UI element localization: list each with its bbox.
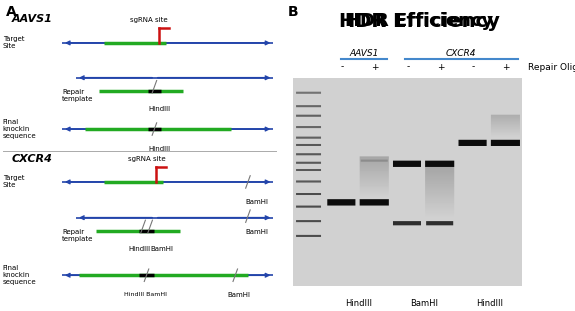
Text: BamHI: BamHI <box>246 229 269 234</box>
Text: HindIII BamHI: HindIII BamHI <box>124 292 167 297</box>
Text: Repair Oligo: Repair Oligo <box>528 63 575 72</box>
Text: BamHI: BamHI <box>151 246 174 252</box>
Text: Target
Site: Target Site <box>3 175 24 188</box>
Text: HindIII: HindIII <box>148 106 170 112</box>
Text: 10.2%: 10.2% <box>504 114 513 140</box>
Text: Target
Site: Target Site <box>3 36 24 49</box>
Text: -: - <box>341 63 344 72</box>
Text: sgRNA site: sgRNA site <box>128 156 166 162</box>
Text: HindIII: HindIII <box>128 246 150 252</box>
Text: A: A <box>6 5 16 19</box>
Text: +: + <box>502 63 509 72</box>
Text: CXCR4: CXCR4 <box>12 154 52 164</box>
Text: 2.4%: 2.4% <box>374 136 382 157</box>
Text: -: - <box>406 63 409 72</box>
Text: sgRNA site: sgRNA site <box>129 17 167 23</box>
Text: AAVS1: AAVS1 <box>12 14 52 24</box>
Text: AAVS1: AAVS1 <box>349 49 379 58</box>
Text: HindIII: HindIII <box>476 299 503 308</box>
Text: B: B <box>288 5 298 19</box>
Text: 5.3%: 5.3% <box>439 140 448 161</box>
Text: Final
knockin
sequence: Final knockin sequence <box>3 119 36 139</box>
Text: -: - <box>472 63 475 72</box>
Text: BamHI: BamHI <box>410 299 438 308</box>
Text: CXCR4: CXCR4 <box>446 49 477 58</box>
Text: HindIII: HindIII <box>346 299 373 308</box>
Text: +: + <box>371 63 379 72</box>
Text: BamHI: BamHI <box>246 199 269 205</box>
Text: Repair
template: Repair template <box>62 229 93 242</box>
Text: HindIII: HindIII <box>148 146 170 152</box>
Text: BamHI: BamHI <box>228 292 251 298</box>
Text: Repair
template: Repair template <box>62 89 93 102</box>
Text: HDR Efficiency: HDR Efficiency <box>339 12 500 31</box>
Text: +: + <box>437 63 444 72</box>
Text: Final
knockin
sequence: Final knockin sequence <box>3 265 36 285</box>
Text: HDR Efficiency: HDR Efficiency <box>346 12 494 30</box>
